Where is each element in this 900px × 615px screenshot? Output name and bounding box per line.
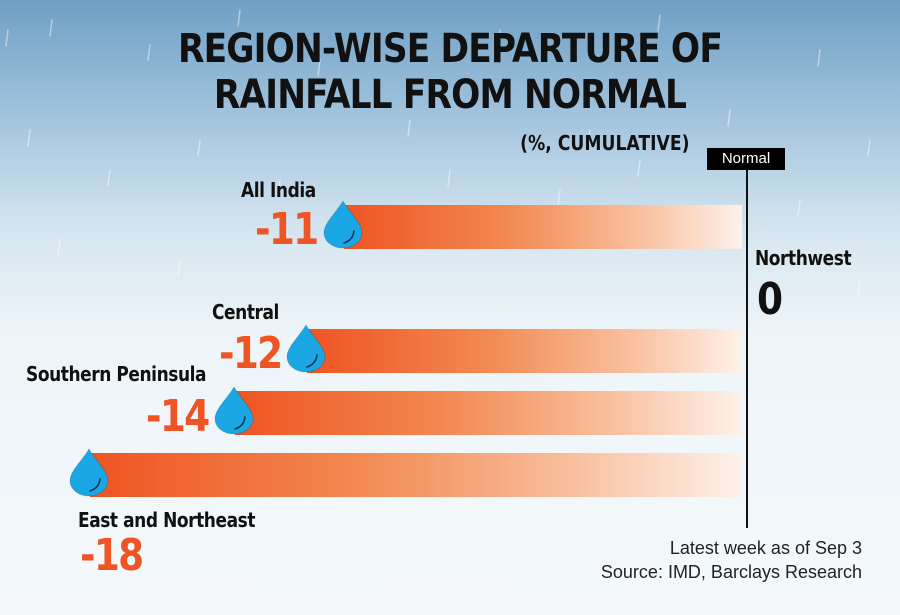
category-label-northwest: Northwest: [755, 246, 852, 270]
bar-east-and-northeast: [90, 453, 742, 497]
chart-subtitle: (%, CUMULATIVE): [520, 131, 690, 155]
normal-reference-line: [746, 170, 748, 528]
raindrop-icon: [323, 200, 363, 249]
raindrop-icon: [286, 324, 326, 373]
value-label-east-and-northeast: -18: [80, 530, 144, 581]
category-label-central: Central: [212, 300, 280, 324]
normal-reference-label: Normal: [707, 148, 785, 170]
footnote-date: Latest week as of Sep 3: [669, 538, 862, 558]
raindrop-icon: [214, 386, 254, 435]
category-label-southern-peninsula: Southern Peninsula: [26, 362, 207, 386]
footnote-source: Source: IMD, Barclays Research: [600, 562, 862, 582]
value-label-southern-peninsula: -14: [146, 391, 210, 442]
raindrop-icon: [69, 448, 109, 497]
chart-title: REGION-WISE DEPARTURE OF RAINFALL FROM N…: [63, 26, 837, 170]
bar-central: [307, 329, 742, 373]
bar-southern-peninsula: [234, 391, 742, 435]
title-line: REGION-WISE DEPARTURE OF RAINFALL FROM N…: [178, 26, 723, 118]
category-label-east-and-northeast: East and Northeast: [78, 508, 256, 532]
bar-all-india: [343, 205, 742, 249]
value-label-central: -12: [218, 328, 283, 379]
value-label-all-india: -11: [255, 204, 319, 255]
value-label-northwest: 0: [757, 274, 783, 325]
category-label-all-india: All India: [240, 178, 316, 202]
chart-footnote: Latest week as of Sep 3 Source: IMD, Bar…: [601, 536, 862, 584]
